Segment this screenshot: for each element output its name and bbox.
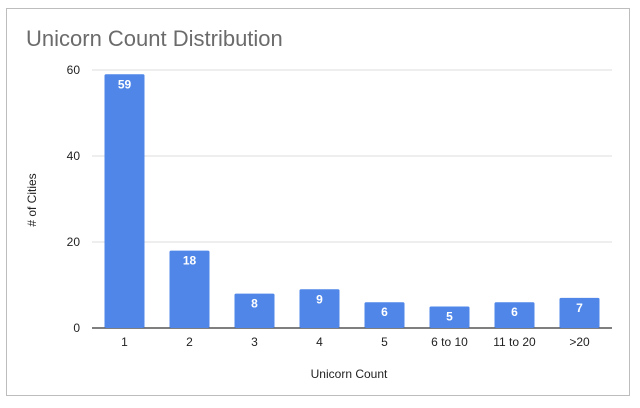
x-tick-label: 1 xyxy=(121,335,128,349)
bar-data-label: 8 xyxy=(251,297,258,311)
y-tick-label: 20 xyxy=(67,235,81,249)
bar-data-label: 18 xyxy=(183,254,197,268)
bar xyxy=(104,74,145,328)
chart-title: Unicorn Count Distribution xyxy=(26,26,283,51)
y-tick-label: 60 xyxy=(67,63,81,77)
bar xyxy=(559,297,600,328)
x-tick-label: 11 to 20 xyxy=(493,335,536,349)
bars: 59 18 8 9 6 5 6 7 xyxy=(104,74,600,328)
bar xyxy=(169,250,210,328)
bar xyxy=(234,293,275,328)
bar-data-label: 5 xyxy=(446,310,453,324)
bar xyxy=(429,306,470,328)
bar-data-label: 6 xyxy=(511,305,518,319)
bar-data-label: 9 xyxy=(316,292,323,306)
x-tick-labels: 1 2 3 4 5 6 to 10 11 to 20 >20 xyxy=(121,335,590,349)
bar-data-label: 6 xyxy=(381,305,388,319)
x-tick-label: 2 xyxy=(186,335,193,349)
x-tick-label: 6 to 10 xyxy=(431,335,468,349)
bar xyxy=(364,302,405,328)
grid-layer xyxy=(92,69,612,329)
x-tick-label: 5 xyxy=(381,335,388,349)
y-axis-label: # of Cities xyxy=(25,173,39,226)
x-tick-label: >20 xyxy=(569,335,590,349)
y-tick-labels: 0 20 40 60 xyxy=(67,63,81,335)
bar-data-label: 7 xyxy=(576,301,583,315)
bar xyxy=(299,289,340,328)
y-tick-label: 0 xyxy=(73,321,80,335)
x-axis-label: Unicorn Count xyxy=(311,367,388,381)
y-tick-label: 40 xyxy=(67,149,81,163)
x-tick-label: 4 xyxy=(316,335,323,349)
bar xyxy=(494,302,535,328)
x-tick-label: 3 xyxy=(251,335,258,349)
bar-data-label: 59 xyxy=(118,77,132,91)
